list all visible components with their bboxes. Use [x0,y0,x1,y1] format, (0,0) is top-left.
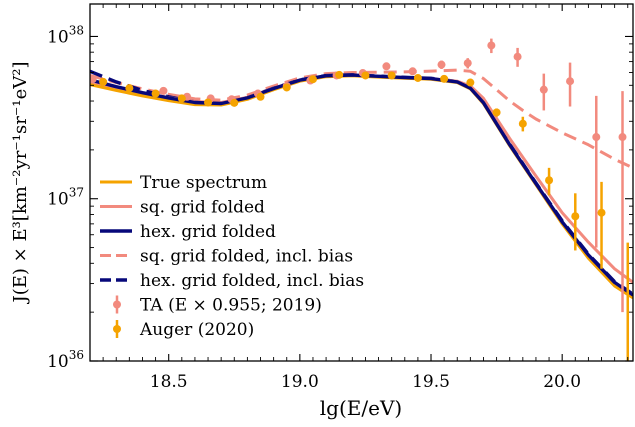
auger-data-point [466,78,475,87]
legend-item: Auger (2020) [113,320,254,340]
series-line-hex-solid [90,73,633,297]
auger-data-point [440,74,449,83]
auger-data-point [151,89,160,98]
legend-label: sq. grid folded, incl. bias [140,247,353,267]
legend-item: sq. grid folded, incl. bias [100,247,353,267]
x-tick-label: 18.5 [150,372,188,392]
ta-data-point [382,62,391,71]
x-tick-label: 19.5 [412,372,450,392]
ta-data-point [90,75,97,84]
ta-data-point [408,67,417,76]
auger-data-point [282,83,291,92]
legend-label: Auger (2020) [139,320,254,340]
legend-item: True spectrum [100,173,267,193]
y-axis-label: J(E) × E³[km⁻²yr⁻¹sr⁻¹eV²] [10,62,31,305]
ta-data-point [513,47,522,67]
points-layer [90,38,630,361]
x-tick-label: 20.0 [543,372,581,392]
auger-data-point [230,98,239,107]
auger-data-point [256,92,265,101]
auger-data-point [204,98,213,107]
ta-data-point [592,95,601,248]
auger-data-point [492,108,501,117]
legend-label: hex. grid folded, incl. bias [140,271,364,291]
auger-data-point [308,75,317,84]
ta-data-point [487,38,496,54]
auger-data-point [597,181,606,269]
auger-data-point [125,84,134,93]
legend-item: TA (E × 0.955; 2019) [113,295,322,316]
ta-data-point [463,58,472,69]
series-line-sq-dashed [90,68,633,170]
plot-frame [89,3,634,362]
legend-item: hex. grid folded, incl. bias [100,271,364,291]
legend-label: True spectrum [140,173,267,193]
y-tick-label: 1038 [47,23,84,47]
y-tick-label: 1036 [47,348,84,372]
auger-data-point [413,73,422,82]
ta-data-point [159,86,168,95]
auger-data-point [361,71,370,80]
x-axis-ticks: 18.5 19.0 19.5 20.0 [102,4,629,392]
auger-data-point [387,71,396,80]
legend-item: sq. grid folded [100,198,265,218]
ta-data-point [539,73,548,111]
auger-data-point [99,77,108,86]
y-axis-ticks: 1036 1037 1038 [47,23,633,372]
x-tick-label: 19.0 [281,372,319,392]
legend: True spectrum sq. grid folded hex. grid fo… [100,173,364,340]
y-tick-label: 1037 [47,186,84,210]
ta-data-point [566,62,575,107]
auger-data-point [545,167,554,196]
auger-data-point [177,94,186,103]
auger-data-point [518,116,527,132]
auger-data-point [571,193,580,251]
legend-label: hex. grid folded [140,222,276,242]
auger-data-point [335,70,344,79]
ta-data-point [618,91,627,313]
ta-data-point [437,60,446,70]
legend-label: sq. grid folded [140,198,265,218]
legend-item: hex. grid folded [100,222,276,242]
x-axis-label: lg(E/eV) [320,396,402,420]
legend-label: TA (E × 0.955; 2019) [140,296,322,316]
